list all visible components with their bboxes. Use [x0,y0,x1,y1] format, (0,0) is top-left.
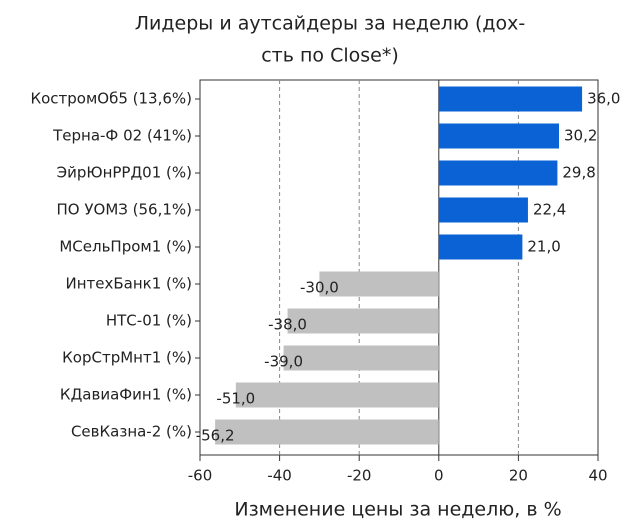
y-tick-label: СевКазна-2 (%) [71,423,192,441]
y-tick-label: ИнтехБанк1 (%) [66,275,193,293]
chart-title: сть по Close*) [261,45,399,67]
bar [438,123,559,149]
value-label: -39,0 [264,353,303,371]
value-label: 22,4 [533,201,566,219]
y-tick-label: КостромОб5 (13,6%) [30,90,192,108]
bar [438,234,523,260]
bar [319,271,439,297]
value-label: 36,0 [587,90,620,108]
x-tick-label: 20 [509,467,528,485]
value-label: 29,8 [562,164,595,182]
x-tick-label: -40 [267,467,292,485]
value-label: -38,0 [268,316,307,334]
bar [215,419,439,445]
x-tick-label: 40 [588,467,607,485]
x-tick-label: -60 [188,467,213,485]
value-label: 30,2 [564,127,597,145]
y-tick-label: МСельПром1 (%) [59,238,192,256]
bar [438,160,558,186]
y-tick-label: ЭйрЮнРРД01 (%) [57,164,192,182]
y-tick-label: Терна-Ф 02 (41%) [52,127,192,145]
y-tick-label: КДавиаФин1 (%) [60,386,192,404]
bar [235,382,439,408]
y-tick-label: НТС-01 (%) [106,312,192,330]
x-tick-label: -20 [347,467,372,485]
chart-title: Лидеры и аутсайдеры за неделю (дох- [135,13,525,35]
bar [287,308,439,334]
bar [438,197,528,223]
x-axis-label: Изменение цены за неделю, в % [234,499,561,521]
bar [283,345,439,371]
value-label: 21,0 [527,238,560,256]
x-tick-label: 0 [434,467,444,485]
y-tick-label: КорСтрМнт1 (%) [62,349,192,367]
value-label: -51,0 [216,390,255,408]
value-label: -30,0 [300,279,339,297]
y-tick-label: ПО УОМЗ (56,1%) [57,201,192,219]
plot-frame [199,79,599,456]
value-label: -56,2 [196,427,235,445]
bar [438,86,583,112]
